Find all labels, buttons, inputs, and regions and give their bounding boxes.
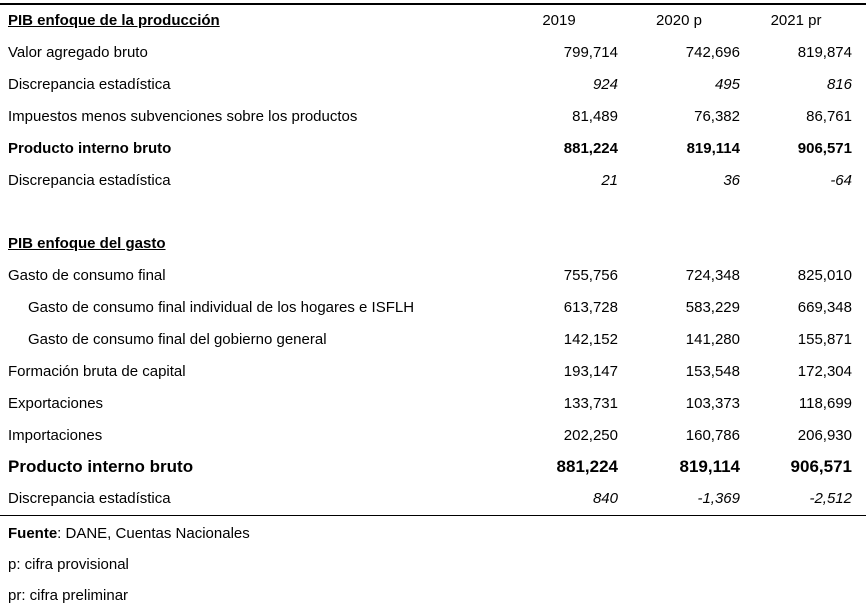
row-value: 924 <box>592 75 618 93</box>
column-header-year: 2020 p <box>656 12 702 29</box>
row-value: -2,512 <box>809 490 852 508</box>
row-value: 133,731 <box>563 394 618 412</box>
row-value: 76,382 <box>694 107 740 125</box>
column-header-year <box>618 227 740 259</box>
row-value: 118,699 <box>798 394 852 412</box>
row-label: Discrepancia estadística <box>8 75 171 93</box>
row-value: 206,930 <box>797 426 852 444</box>
row-value: 86,761 <box>806 107 852 125</box>
row-value: -64 <box>830 171 852 189</box>
row-value: 495 <box>714 75 740 93</box>
row-label: Gasto de consumo final individual de los… <box>28 298 415 316</box>
row-value: 906,571 <box>790 457 852 476</box>
table-row: Discrepancia estadística 21 36 -64 <box>0 164 866 196</box>
row-value: 103,373 <box>685 394 740 412</box>
source-text: : DANE, Cuentas Nacionales <box>57 524 250 542</box>
source-note: Fuente: DANE, Cuentas Nacionales <box>8 518 866 549</box>
table-row: Gasto de consumo final del gobierno gene… <box>0 323 866 355</box>
table-row: Valor agregado bruto 799,714 742,696 819,87… <box>0 36 866 68</box>
row-value: 193,147 <box>563 362 618 380</box>
row-value: 825,010 <box>797 266 852 284</box>
pib-table-body: PIB enfoque de la producción 2019 2020 p 20… <box>0 4 866 515</box>
row-value: 36 <box>723 171 740 189</box>
row-value: 81,489 <box>572 107 618 125</box>
row-label: Valor agregado bruto <box>8 43 148 61</box>
source-label: Fuente <box>8 524 58 542</box>
row-value: 755,756 <box>563 266 618 284</box>
table-row: Discrepancia estadística 924 495 816 <box>0 68 866 100</box>
column-header-year <box>500 227 618 259</box>
table-row: Producto interno bruto 881,224 819,114 906,… <box>0 132 866 164</box>
row-value: 172,304 <box>797 362 852 380</box>
table-row: Gasto de consumo final 755,756 724,348 825,… <box>0 259 866 291</box>
column-header-year: 2019 <box>542 12 576 29</box>
note-provisional: p: cifra provisional <box>8 555 129 573</box>
row-label: Exportaciones <box>8 394 104 412</box>
pib-table: PIB enfoque de la producción 2019 2020 p 20… <box>0 3 866 516</box>
row-value: 613,728 <box>563 298 618 316</box>
section-spacer-row <box>0 196 866 227</box>
row-value: 202,250 <box>563 426 618 444</box>
row-value: 724,348 <box>685 266 740 284</box>
row-value: 881,224 <box>556 457 618 476</box>
column-header-year: 2021 pr <box>770 12 822 29</box>
row-value: 21 <box>601 171 618 189</box>
row-value: 669,348 <box>797 298 852 316</box>
row-value: 906,571 <box>797 139 852 157</box>
row-label: Gasto de consumo final del gobierno gene… <box>28 330 327 348</box>
row-value: 816 <box>826 75 852 93</box>
row-label: Producto interno bruto <box>8 139 172 157</box>
row-label: Discrepancia estadística <box>8 171 171 189</box>
spacer-cell <box>0 196 866 227</box>
table-row: Producto interno bruto 881,224 819,114 906,… <box>0 451 866 483</box>
row-label: Discrepancia estadística <box>8 490 171 508</box>
row-value: 583,229 <box>685 298 740 316</box>
table-row: Discrepancia estadística 840 -1,369 -2,512 <box>0 483 866 515</box>
section-title: PIB enfoque del gasto <box>8 234 166 252</box>
table-row: Exportaciones 133,731 103,373 118,699 <box>0 387 866 419</box>
row-value: 141,280 <box>685 330 740 348</box>
table-row: Impuestos menos subvenciones sobre los p… <box>0 100 866 132</box>
row-value: 742,696 <box>685 43 740 61</box>
table-footer: Fuente: DANE, Cuentas Nacionales p: cifr… <box>0 516 866 611</box>
section-title-cell: PIB enfoque del gasto <box>0 227 500 259</box>
row-value: 819,874 <box>797 43 852 61</box>
section-header-row: PIB enfoque de la producción 2019 2020 p 20… <box>0 4 866 36</box>
row-label: Formación bruta de capital <box>8 362 186 380</box>
row-value: 160,786 <box>685 426 740 444</box>
row-value: 881,224 <box>563 139 618 157</box>
row-label: Gasto de consumo final <box>8 266 166 284</box>
row-value: 153,548 <box>685 362 740 380</box>
table-row: Formación bruta de capital 193,147 153,548… <box>0 355 866 387</box>
column-header-year <box>740 227 866 259</box>
row-value: 155,871 <box>797 330 852 348</box>
table-row: Gasto de consumo final individual de los… <box>0 291 866 323</box>
section-title: PIB enfoque de la producción <box>8 12 220 29</box>
row-value: -1,369 <box>697 490 740 508</box>
row-label: Importaciones <box>8 426 103 444</box>
row-value: 799,714 <box>563 43 618 61</box>
row-value: 819,114 <box>679 457 740 476</box>
row-label: Producto interno bruto <box>8 457 194 476</box>
table-row: Importaciones 202,250 160,786 206,930 <box>0 419 866 451</box>
row-value: 142,152 <box>563 330 618 348</box>
note-preliminary: pr: cifra preliminar <box>8 586 129 604</box>
row-label: Impuestos menos subvenciones sobre los p… <box>8 107 358 125</box>
section-header-row: PIB enfoque del gasto <box>0 227 866 259</box>
row-value: 840 <box>592 490 618 508</box>
section-title-cell: PIB enfoque de la producción <box>0 4 500 36</box>
row-value: 819,114 <box>686 139 740 157</box>
